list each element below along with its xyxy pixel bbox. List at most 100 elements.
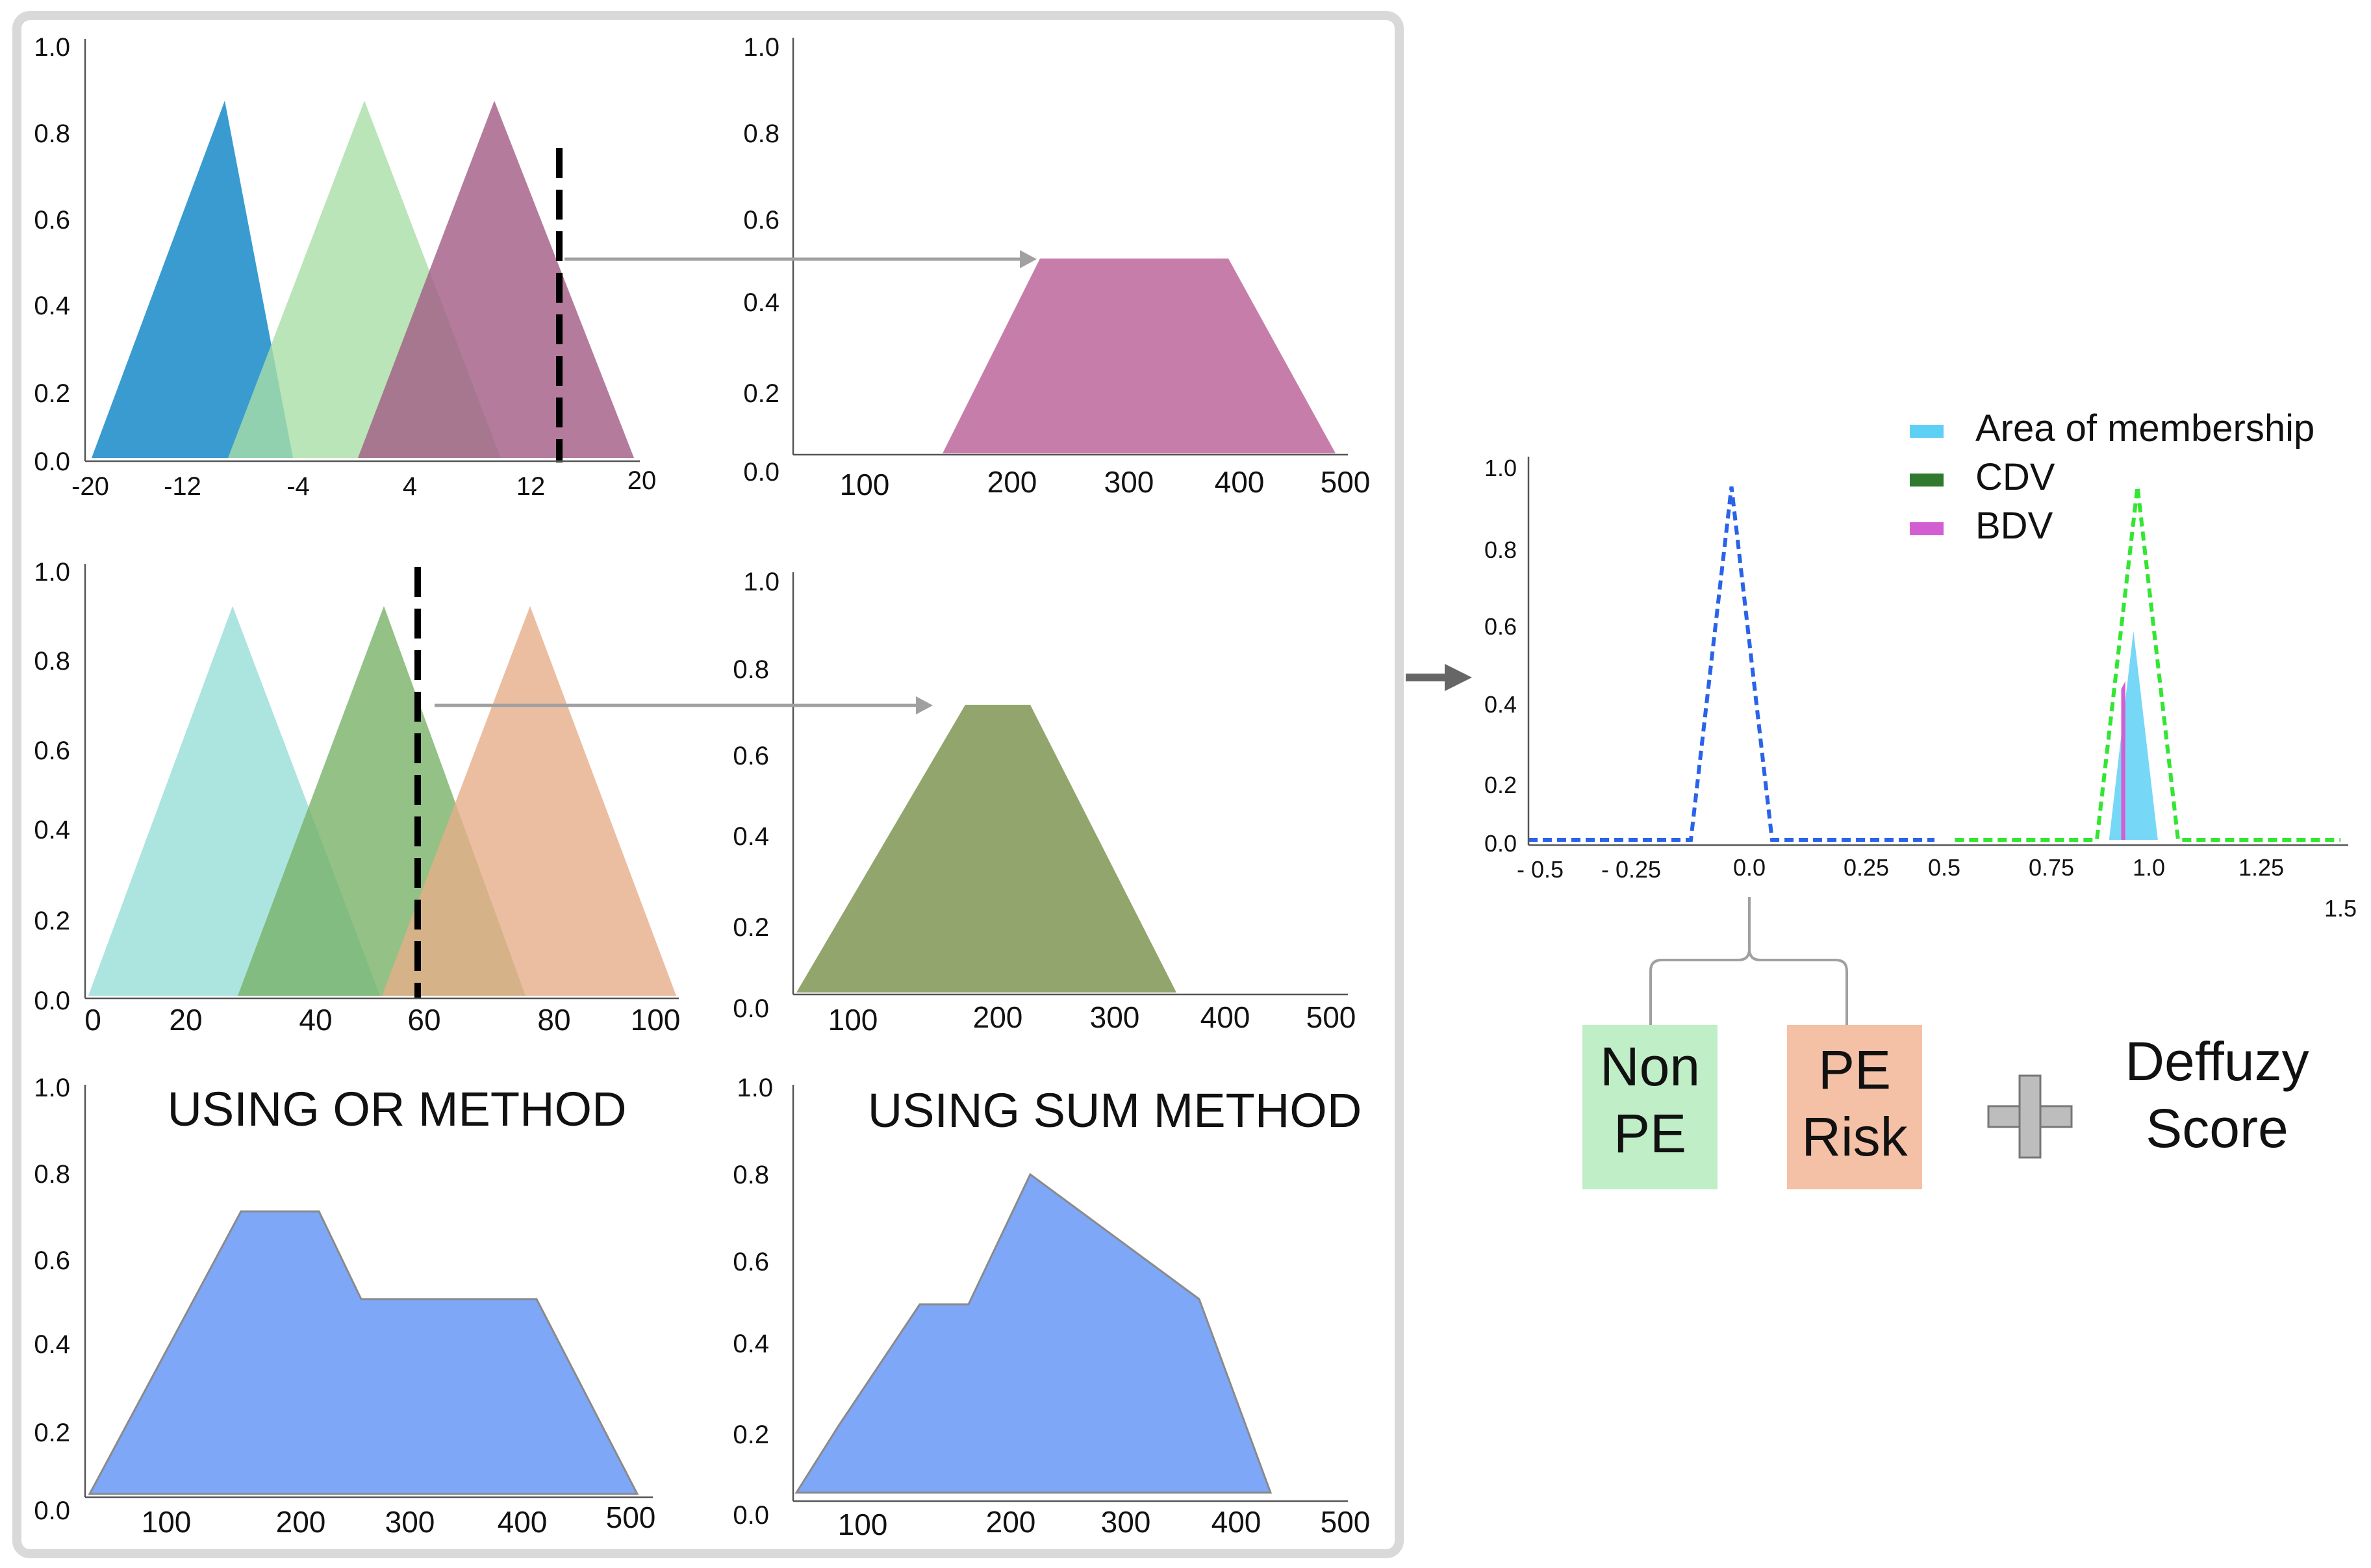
sum-method-xtick-500: 500 [1321,1505,1371,1539]
output1-xtick-200: 200 [987,465,1037,499]
input2-xtick-100: 100 [631,1003,681,1037]
sum-method-xtick-200: 200 [986,1505,1036,1539]
sum-method-xtick-100: 100 [838,1508,888,1541]
label-line: Non [1600,1036,1700,1097]
sum-method-ytick-0.2: 0.2 [733,1421,769,1449]
input2-ytick-1.0: 1.0 [34,558,70,587]
sum-method-xtick-300: 300 [1101,1505,1151,1539]
sum-method-xtick-400: 400 [1211,1505,1262,1539]
outcome-connector [1649,897,1848,1025]
result-xtick-0.25: 0.25 [1844,854,1889,881]
output1-ytick-0.6: 0.6 [743,206,780,234]
result-xtick-0.0: 0.0 [1733,854,1766,881]
output2-ytick-1.0: 1.0 [743,568,780,596]
output1-ytick-0.4: 0.4 [743,288,780,317]
sum-method-ytick-0.4: 0.4 [733,1330,769,1358]
input2-ytick-0.4: 0.4 [34,816,70,844]
output1-ytick-1.0: 1.0 [743,33,780,62]
output1-ytick-0.0: 0.0 [743,458,780,487]
input1-ytick-0.4: 0.4 [34,292,70,320]
plus-icon [1987,1074,2073,1159]
or-method-aggregate [88,1210,639,1495]
or-method-ytick-0.6: 0.6 [34,1246,70,1275]
input2-axes [84,564,679,1000]
input1-ytick-0.8: 0.8 [34,120,70,148]
sum-method-ytick-0.6: 0.6 [733,1248,769,1276]
result-ytick-0.8: 0.8 [1484,537,1517,563]
arrowhead-1 [1020,250,1037,268]
legend-swatch-cdv [1910,474,1944,487]
or-method-xtick-300: 300 [385,1505,435,1539]
result-plot-area [1528,486,2340,842]
input1-ytick-0.6: 0.6 [34,206,70,234]
input2-xtick-0: 0 [84,1003,101,1037]
connector-bracket [1649,948,1848,1025]
output2-axes [792,572,1348,996]
output2-chart: 1.0 0.8 0.6 0.4 0.2 0.0 100 200 300 400 … [733,568,1356,1037]
output1-ytick-0.2: 0.2 [743,379,780,408]
input1-blue-mf [92,101,293,458]
input1-to-output1-arrow [564,250,1037,268]
input1-purple-mf [358,101,634,458]
or-method-ytick-0.8: 0.8 [34,1160,70,1189]
result-legend: Area of membership CDV BDV [1910,407,2314,547]
output1-xtick-400: 400 [1215,465,1265,499]
input1-xtick-4: 4 [403,472,417,501]
result-chart: Area of membership CDV BDV 1.0 0.8 0.6 0… [1484,407,2357,922]
output1-axes [792,38,1348,456]
non-pe-box: Non PE [1582,1025,1718,1189]
input1-ytick-1.0: 1.0 [34,33,70,62]
pe-risk-box: PE Risk [1787,1025,1922,1189]
or-method-xtick-100: 100 [142,1505,192,1539]
output2-ytick-0.0: 0.0 [733,994,769,1023]
input2-orange-mf [382,606,676,996]
output2-xtick-400: 400 [1200,1000,1250,1034]
result-xtick-n0.25: - 0.25 [1601,856,1661,883]
deffuzy-score: Deffuzy Score [2125,1031,2309,1159]
arrowhead-3 [1445,664,1472,691]
label-line: Deffuzy [2125,1031,2309,1092]
output1-xtick-100: 100 [840,468,890,501]
input2-xtick-80: 80 [537,1003,570,1037]
input1-xtick-n12: -12 [164,472,201,501]
panel-border [12,11,1404,1558]
input1-ytick-0.0: 0.0 [34,448,70,476]
output2-ytick-0.2: 0.2 [733,913,769,942]
result-ytick-0.6: 0.6 [1484,613,1517,640]
or-method-ytick-0.2: 0.2 [34,1419,70,1447]
or-method-xtick-200: 200 [276,1505,326,1539]
input2-ytick-0.2: 0.2 [34,907,70,935]
label-line: PE [1818,1039,1891,1100]
input1-xtick-12: 12 [516,472,546,501]
or-method-ytick-0.0: 0.0 [34,1497,70,1525]
output1-chart: 1.0 0.8 0.6 0.4 0.2 0.0 100 200 300 400 … [743,33,1370,501]
output2-ytick-0.6: 0.6 [733,742,769,770]
input2-xtick-40: 40 [299,1003,332,1037]
input2-xtick-60: 60 [407,1003,440,1037]
output1-xtick-500: 500 [1321,465,1371,499]
output1-ytick-0.8: 0.8 [743,120,780,148]
label-line: PE [1614,1103,1686,1164]
non-pe-label: Non PE [1600,1036,1700,1164]
input1-xtick-n4: -4 [286,472,310,501]
result-xtick-1.5: 1.5 [2324,895,2357,922]
series-non-pe-dashed [1528,486,1934,842]
inference-panel-frame [12,11,1404,1558]
output2-xtick-500: 500 [1306,1000,1356,1034]
result-ytick-0.2: 0.2 [1484,772,1517,798]
label-line: Score [2146,1098,2288,1159]
output1-trapezoid [943,259,1336,453]
input1-xtick-20: 20 [628,466,657,495]
sum-method-aggregate [794,1172,1273,1494]
output2-trapezoid [796,705,1176,993]
result-ytick-0.0: 0.0 [1484,830,1517,857]
sum-method-axes [792,1085,1348,1502]
legend-swatch-area [1910,425,1944,438]
output2-ytick-0.4: 0.4 [733,822,769,851]
input1-ytick-0.2: 0.2 [34,379,70,408]
legend-label-area: Area of membership [1975,407,2314,449]
series-bdv [2121,681,2125,840]
input2-ytick-0.6: 0.6 [34,737,70,765]
panel-to-result-arrow [1406,664,1472,691]
